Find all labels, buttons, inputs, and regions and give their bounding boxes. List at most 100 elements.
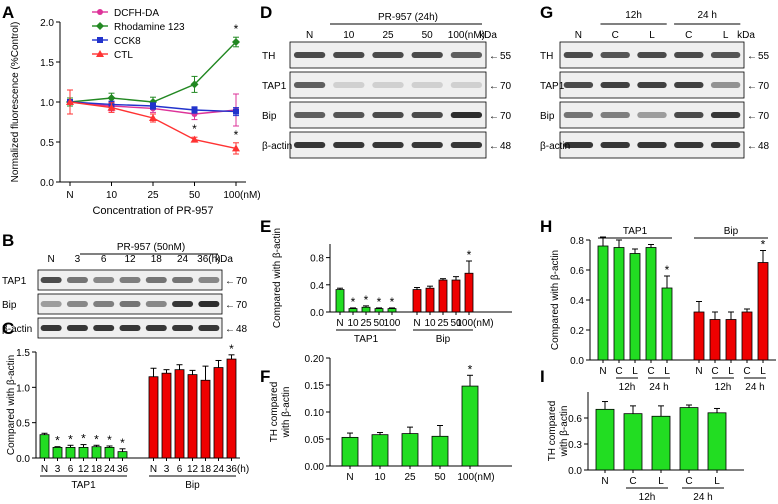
d-mw-arrow: ←	[489, 141, 499, 152]
d-mw-label: 48	[500, 141, 512, 152]
f-bar	[431, 435, 449, 467]
i-x-tick-label: L	[714, 476, 720, 487]
e-x-tick-label: 100	[384, 318, 401, 329]
panel-letter-d: D	[260, 3, 272, 22]
a-point	[190, 135, 199, 143]
f-x-tick-label: 25	[404, 472, 416, 483]
a-legend-marker	[96, 22, 104, 30]
a-point	[232, 144, 240, 152]
d-blot-band	[293, 142, 326, 148]
e-y-tick-label: 0.0	[310, 308, 324, 319]
b-blot-band	[198, 325, 220, 331]
b-blot-band	[93, 301, 115, 307]
b-kda-label: kDa	[215, 254, 233, 265]
panel-letter-h: H	[540, 217, 552, 236]
a-legend-label: CTL	[114, 50, 133, 61]
i-y-title-line: TH compared	[547, 401, 558, 462]
c-bar	[161, 372, 172, 459]
c-significance-star: *	[68, 432, 73, 446]
g-time-label: 24 h	[697, 10, 716, 21]
g-mw-arrow: ←	[747, 141, 757, 152]
b-blot-band	[40, 277, 62, 283]
e-significance-star: *	[351, 295, 356, 309]
f-x-tick-label: 100(nM)	[457, 472, 494, 483]
d-lane-label: 100(nM)	[448, 30, 485, 41]
f-x-tick-label: 50	[434, 472, 446, 483]
g-blot-band	[674, 82, 704, 88]
c-x-tick-label: 3	[164, 464, 170, 475]
g-blot-band	[563, 82, 594, 88]
c-x-tick-label: N	[41, 464, 48, 475]
c-group-label: TAP1	[71, 480, 96, 491]
h-significance-star: *	[761, 238, 766, 252]
h-bar	[693, 311, 705, 361]
e-group-label: Bip	[436, 334, 451, 345]
h-significance-star: *	[665, 263, 670, 277]
d-blot-band	[333, 112, 365, 118]
d-lane-label: 25	[382, 30, 394, 41]
h-bar	[757, 262, 769, 361]
panel-letter-f: F	[260, 367, 270, 386]
h-x-tick-label: C	[711, 366, 718, 377]
b-mw-label: 70	[236, 276, 248, 287]
a-point	[107, 103, 116, 111]
i-bar	[679, 407, 699, 471]
f-y-tick-label: 0.15	[305, 381, 325, 392]
h-x-tick-label: L	[632, 366, 638, 377]
c-significance-star: *	[94, 432, 99, 446]
c-y-axis-title: Compared with β-actin	[6, 355, 17, 455]
d-lane-label: N	[306, 30, 313, 41]
a-x-tick-label: 25	[147, 190, 159, 201]
c-significance-star: *	[107, 433, 112, 447]
e-bar	[348, 308, 358, 313]
g-blot-band	[600, 82, 630, 88]
g-blot-band	[563, 142, 594, 148]
g-blot-band	[637, 142, 667, 148]
g-blot-band	[710, 142, 741, 148]
c-y-tick-label: 0.5	[16, 419, 30, 430]
d-blot-band	[411, 52, 443, 58]
c-x-tick-label: 18	[91, 464, 103, 475]
g-blot-band	[674, 52, 704, 58]
b-blot-band	[145, 301, 167, 307]
b-mw-label: 70	[236, 300, 248, 311]
e-y-tick-label: 0.4	[310, 281, 324, 292]
panel-letter-a: A	[2, 3, 14, 22]
a-x-tick-label: 50	[189, 190, 201, 201]
a-point	[233, 108, 239, 115]
a-point	[66, 98, 74, 105]
panel-letter-c: C	[2, 319, 14, 338]
f-significance-star: *	[468, 362, 473, 376]
d-blot-band	[372, 82, 404, 88]
i-x-tick-label: C	[629, 476, 636, 487]
f-bar	[401, 433, 419, 467]
b-blot-band	[66, 325, 88, 331]
e-bar	[412, 289, 422, 313]
e-x-tick-label: 10	[424, 318, 436, 329]
h-group-label: TAP1	[623, 226, 648, 237]
b-blot-band	[119, 301, 141, 307]
a-point	[191, 107, 198, 113]
d-blot-header: PR-957 (24h)	[378, 12, 438, 23]
h-bar	[725, 319, 737, 361]
c-significance-star: *	[81, 432, 86, 446]
a-point	[150, 103, 156, 109]
h-x-tick-label: N	[695, 366, 702, 377]
i-bar	[623, 413, 643, 471]
h-bar	[741, 311, 753, 361]
h-x-tick-label: L	[728, 366, 734, 377]
d-blot-band	[450, 142, 483, 148]
a-significance-star: *	[234, 128, 239, 142]
b-blot-band	[93, 277, 115, 283]
h-time-label: 12h	[715, 382, 732, 393]
d-lane-label: 10	[343, 30, 355, 41]
b-blot-band	[145, 325, 167, 331]
g-lane-label: L	[723, 30, 729, 41]
e-x-tick-label: 10	[347, 318, 359, 329]
g-mw-arrow: ←	[747, 81, 757, 92]
d-mw-arrow: ←	[489, 111, 499, 122]
a-x-tick-label: 10	[106, 190, 118, 201]
c-x-tick-label: 6	[177, 464, 183, 475]
f-y-title-line: TH compared	[269, 382, 280, 443]
